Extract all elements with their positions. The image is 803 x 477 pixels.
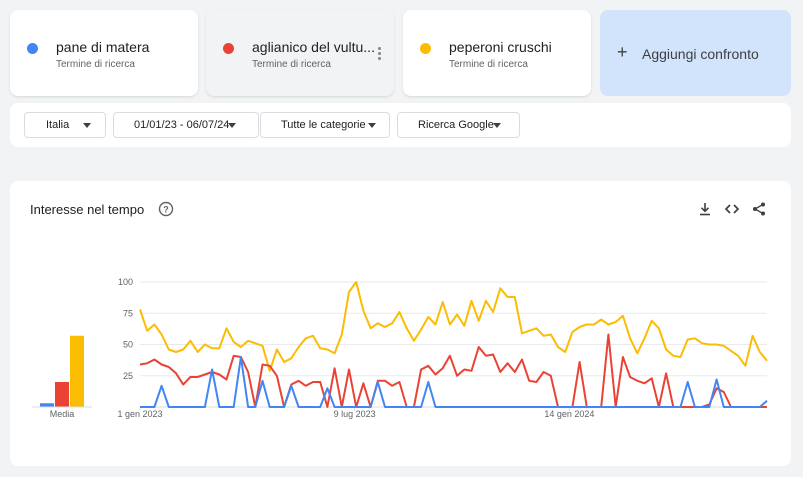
date-range-value: 01/01/23 - 06/07/24 bbox=[134, 119, 230, 131]
series-line bbox=[139, 281, 768, 372]
term-color-dot bbox=[223, 43, 234, 54]
add-compare-label: Aggiungi confronto bbox=[642, 46, 759, 62]
chevron-down-icon bbox=[228, 123, 236, 128]
average-label: Media bbox=[50, 409, 75, 419]
plus-icon: + bbox=[617, 42, 628, 62]
more-options-icon[interactable] bbox=[378, 47, 382, 62]
y-tick-label: 75 bbox=[123, 308, 133, 318]
search-type-value: Ricerca Google bbox=[418, 119, 494, 131]
svg-text:?: ? bbox=[163, 205, 169, 215]
averages-chart: Media bbox=[32, 335, 92, 419]
series-line bbox=[140, 356, 768, 408]
category-value: Tutte le categorie bbox=[281, 119, 366, 131]
y-tick-label: 50 bbox=[123, 340, 133, 350]
chart-lines bbox=[139, 281, 768, 408]
share-icon[interactable] bbox=[751, 201, 767, 222]
x-tick-label: 1 gen 2023 bbox=[117, 409, 162, 419]
interest-over-time-panel: Interesse nel tempo ? Media 25 50 75 100 1 g… bbox=[10, 181, 791, 466]
interest-chart: Media 25 50 75 100 1 gen 2023 9 lug 2023 14 ge… bbox=[32, 277, 768, 419]
chevron-down-icon bbox=[368, 123, 376, 128]
y-tick-label: 25 bbox=[123, 371, 133, 381]
average-bar bbox=[40, 403, 54, 407]
search-type-dropdown[interactable]: Ricerca Google bbox=[397, 112, 520, 138]
series-line bbox=[139, 333, 767, 408]
term-name[interactable]: peperoni cruschi bbox=[449, 39, 552, 55]
download-icon[interactable] bbox=[697, 201, 713, 222]
x-tick-label: 9 lug 2023 bbox=[334, 409, 376, 419]
term-color-dot bbox=[27, 43, 38, 54]
filter-bar: Italia 01/01/23 - 06/07/24 Tutte le cate… bbox=[10, 103, 791, 147]
term-name[interactable]: aglianico del vultu... bbox=[252, 39, 375, 55]
chevron-down-icon bbox=[83, 123, 91, 128]
embed-icon[interactable] bbox=[724, 201, 740, 222]
term-card-peperoni-cruschi[interactable]: peperoni cruschi Termine di ricerca bbox=[403, 10, 591, 96]
term-type: Termine di ricerca bbox=[252, 59, 331, 70]
term-card-pane-di-matera[interactable]: pane di matera Termine di ricerca bbox=[10, 10, 198, 96]
region-dropdown[interactable]: Italia bbox=[24, 112, 106, 138]
term-type: Termine di ricerca bbox=[449, 59, 528, 70]
y-tick-label: 100 bbox=[118, 277, 133, 287]
x-tick-label: 14 gen 2024 bbox=[544, 409, 594, 419]
term-color-dot bbox=[420, 43, 431, 54]
term-card-aglianico[interactable]: aglianico del vultu... Termine di ricerc… bbox=[206, 10, 394, 96]
average-bar bbox=[70, 335, 84, 407]
region-value: Italia bbox=[46, 119, 70, 131]
help-icon[interactable]: ? bbox=[158, 201, 174, 222]
chevron-down-icon bbox=[493, 123, 501, 128]
term-type: Termine di ricerca bbox=[56, 59, 135, 70]
average-bar bbox=[55, 382, 69, 407]
term-name[interactable]: pane di matera bbox=[56, 39, 150, 55]
category-dropdown[interactable]: Tutte le categorie bbox=[260, 112, 390, 138]
date-range-dropdown[interactable]: 01/01/23 - 06/07/24 bbox=[113, 112, 259, 138]
add-compare-button[interactable]: + Aggiungi confronto bbox=[600, 10, 791, 96]
panel-title: Interesse nel tempo bbox=[30, 202, 145, 217]
